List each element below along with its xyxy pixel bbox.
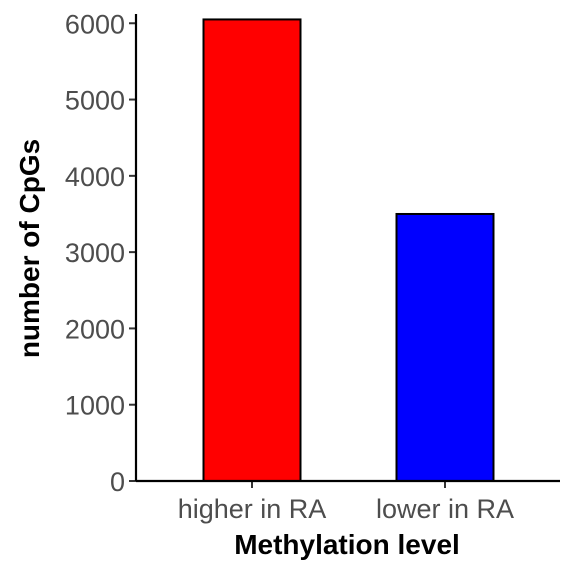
y-axis-ticks: 0 1000 2000 3000 4000 5000 6000: [65, 9, 136, 497]
y-tick-label-3: 3000: [65, 238, 125, 268]
x-axis-title: Methylation level: [234, 529, 460, 560]
y-tick-label-1: 1000: [65, 391, 125, 421]
bar-1: [395, 212, 495, 483]
y-tick-label-0: 0: [110, 467, 125, 497]
y-axis-title: number of CpGs: [14, 139, 45, 358]
y-tick-label-5: 5000: [65, 86, 125, 116]
x-tick-label-1: lower in RA: [376, 494, 514, 524]
y-tick-label-4: 4000: [65, 162, 125, 192]
bars: [202, 18, 495, 483]
x-tick-label-0: higher in RA: [178, 494, 327, 524]
y-tick-label-6: 6000: [65, 9, 125, 39]
y-tick-label-2: 2000: [65, 314, 125, 344]
x-axis-ticks: higher in RA lower in RA: [178, 481, 514, 524]
bar-0: [202, 18, 302, 483]
